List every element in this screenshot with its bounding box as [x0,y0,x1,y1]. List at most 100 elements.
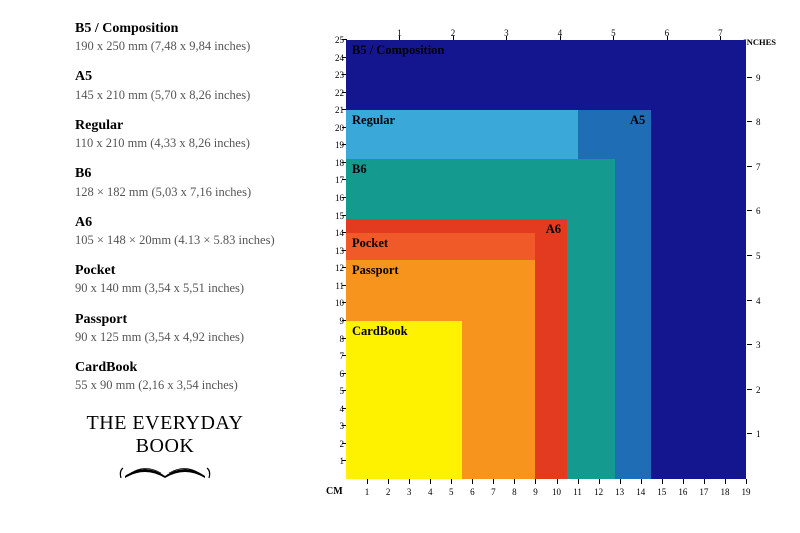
size-rect-cardbook: CardBook [346,321,462,479]
axis-tick-bottom [578,479,579,484]
rect-label-right: A6 [546,222,561,237]
axis-label-right: 5 [756,251,770,261]
logo-text: THE EVERYDAY BOOK [75,412,255,458]
open-book-icon [75,456,255,489]
axis-tick-bottom [367,479,368,484]
axis-label-top: 6 [665,28,670,38]
axis-tick-bottom [641,479,642,484]
size-dims: 105 × 148 × 20mm (4.13 × 5.83 inches) [75,232,300,248]
size-dims: 55 x 90 mm (2,16 x 3,54 inches) [75,377,300,393]
size-entry-a5: A5145 x 210 mm (5,70 x 8,26 inches) [75,68,300,102]
axis-label-left: 24 [330,53,344,63]
axis-label-top: 3 [504,28,509,38]
rect-label: Pocket [352,236,388,251]
axis-tick-bottom [557,479,558,484]
axis-label-bottom: 19 [742,487,751,497]
size-title: A5 [75,68,300,86]
rect-label-right: A5 [630,113,645,128]
axis-label-bottom: 2 [386,487,391,497]
size-entry-b5: B5 / Composition190 x 250 mm (7,48 x 9,8… [75,20,300,54]
axis-label-bottom: 6 [470,487,475,497]
size-list: B5 / Composition190 x 250 mm (7,48 x 9,8… [75,20,300,394]
axis-label-top: 5 [611,28,616,38]
axis-label-left: 18 [330,158,344,168]
axis-label-left: 5 [330,386,344,396]
axis-tick-bottom [599,479,600,484]
axis-label-left: 14 [330,228,344,238]
axis-label-top: 7 [718,28,723,38]
size-entry-cardbook: CardBook55 x 90 mm (2,16 x 3,54 inches) [75,359,300,393]
axis-label-bottom: 5 [449,487,454,497]
axis-label-left: 17 [330,175,344,185]
axis-tick-bottom [451,479,452,484]
axis-label-top: 4 [558,28,563,38]
axis-tick-bottom [388,479,389,484]
axis-label-left: 15 [330,211,344,221]
axis-tick-bottom [704,479,705,484]
axis-tick-bottom [514,479,515,484]
axis-label-left: 21 [330,105,344,115]
axis-tick-bottom [620,479,621,484]
size-entry-regular: Regular110 x 210 mm (4,33 x 8,26 inches) [75,117,300,151]
axis-tick-bottom [725,479,726,484]
size-title: B6 [75,165,300,183]
size-dims: 110 x 210 mm (4,33 x 8,26 inches) [75,135,300,151]
axis-label-left: 12 [330,263,344,273]
logo-block: THE EVERYDAY BOOK [75,412,255,489]
axis-tick-right [747,300,752,301]
axis-tick-bottom [683,479,684,484]
axis-label-left: 6 [330,369,344,379]
unit-label-cm: CM [326,486,343,497]
axis-label-left: 7 [330,351,344,361]
axis-tick-bottom [472,479,473,484]
axis-tick-right [747,121,752,122]
rect-label: CardBook [352,324,408,339]
axis-label-left: 22 [330,88,344,98]
axis-tick-bottom [662,479,663,484]
axis-label-right: 4 [756,296,770,306]
axis-label-left: 4 [330,404,344,414]
axis-label-left: 13 [330,246,344,256]
axis-label-bottom: 15 [657,487,666,497]
size-title: B5 / Composition [75,20,300,38]
axis-label-bottom: 14 [636,487,645,497]
left-column: B5 / Composition190 x 250 mm (7,48 x 9,8… [20,20,310,513]
size-dims: 145 x 210 mm (5,70 x 8,26 inches) [75,87,300,103]
axis-tick-right [747,255,752,256]
axis-label-right: 3 [756,340,770,350]
axis-label-bottom: 18 [720,487,729,497]
axis-tick-bottom [493,479,494,484]
rect-label: Regular [352,113,395,128]
axis-label-left: 19 [330,140,344,150]
axis-label-bottom: 11 [573,487,582,497]
size-title: A6 [75,214,300,232]
axis-tick-bottom [430,479,431,484]
axis-label-left: 8 [330,334,344,344]
axis-label-left: 25 [330,35,344,45]
unit-label-inches: INCHES [743,37,776,47]
axis-label-right: 7 [756,162,770,172]
axis-label-left: 20 [330,123,344,133]
axis-label-right: 9 [756,73,770,83]
axis-label-right: 6 [756,206,770,216]
axis-label-bottom: 13 [615,487,624,497]
size-dims: 90 x 140 mm (3,54 x 5,51 inches) [75,280,300,296]
axis-tick-bottom [535,479,536,484]
axis-label-left: 2 [330,439,344,449]
axis-label-left: 10 [330,298,344,308]
axis-tick-bottom [746,479,747,484]
size-entry-a6: A6105 × 148 × 20mm (4.13 × 5.83 inches) [75,214,300,248]
size-dims: 190 x 250 mm (7,48 x 9,84 inches) [75,38,300,54]
size-dims: 128 × 182 mm (5,03 x 7,16 inches) [75,184,300,200]
axis-label-bottom: 8 [512,487,517,497]
axis-label-left: 16 [330,193,344,203]
axis-label-left: 23 [330,70,344,80]
size-title: CardBook [75,359,300,377]
right-column: CM INCHES B5 / CompositionA5RegularB6A6P… [310,20,780,513]
axis-label-top: 2 [451,28,456,38]
axis-tick-right [747,166,752,167]
axis-label-right: 2 [756,385,770,395]
rect-label: Passport [352,263,399,278]
axis-label-bottom: 10 [552,487,561,497]
axis-label-left: 3 [330,421,344,431]
